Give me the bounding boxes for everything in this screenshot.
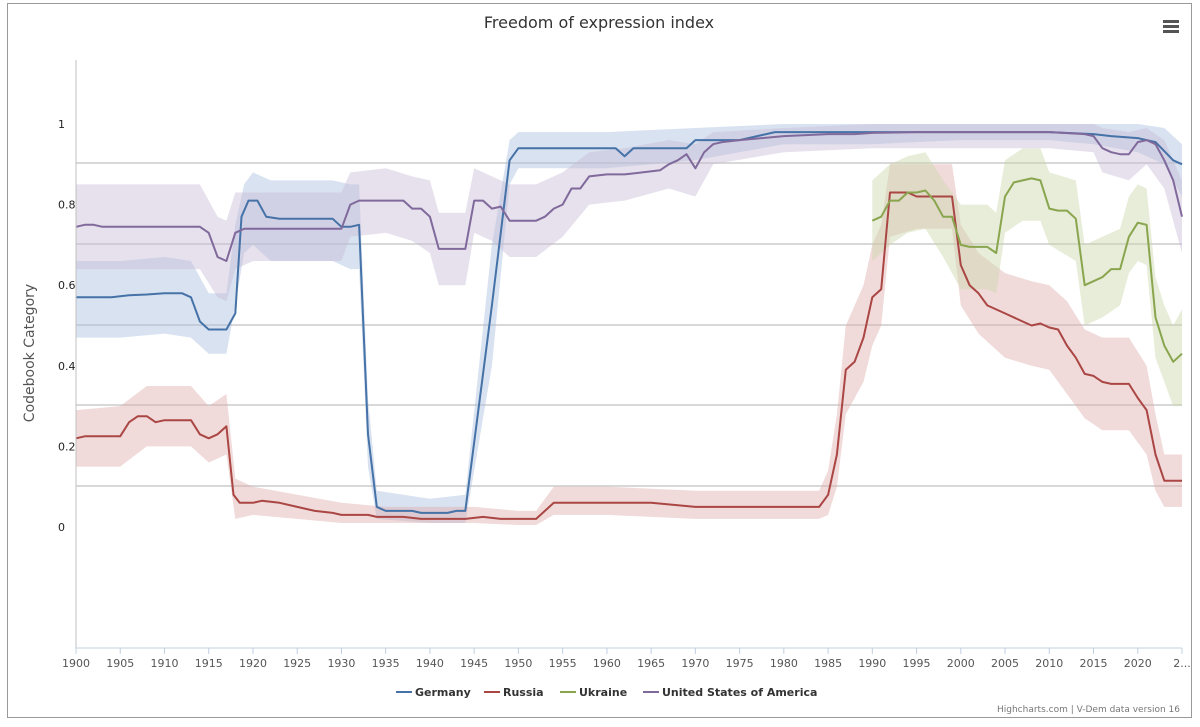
x-tick-label: 1935 <box>372 657 400 670</box>
x-tick-label: 2010 <box>1035 657 1063 670</box>
x-tick-label: 1975 <box>726 657 754 670</box>
x-tick-label: 1915 <box>195 657 223 670</box>
series-line-united-states-of-america[interactable] <box>75 131 1183 262</box>
x-tick-label: 1925 <box>283 657 311 670</box>
legend-label: Germany <box>415 686 471 699</box>
legend-label: Russia <box>503 686 544 699</box>
y-tick-label: 0.6 <box>58 279 76 292</box>
band-ukraine <box>872 148 1182 407</box>
y-tick-label: 0.2 <box>58 440 76 453</box>
legend-label: United States of America <box>662 686 817 699</box>
series-line-russia[interactable] <box>75 191 1182 520</box>
x-tick-label: 2005 <box>991 657 1019 670</box>
x-tick-label: 2... <box>1173 657 1191 670</box>
x-tick-label: 1950 <box>504 657 532 670</box>
band-united-states-of-america <box>76 124 1182 302</box>
legend-item-ukraine[interactable]: Ukraine <box>560 686 627 699</box>
x-tick-label: 1955 <box>549 657 577 670</box>
x-tick-label: 1980 <box>770 657 798 670</box>
x-tick-label: 1960 <box>593 657 621 670</box>
x-tick-label: 1965 <box>637 657 665 670</box>
credits-text[interactable]: Highcharts.com | V-Dem data version 16 <box>997 705 1180 715</box>
legend-label: Ukraine <box>579 686 627 699</box>
series-line-ukraine[interactable] <box>871 177 1183 363</box>
x-tick-label: 2020 <box>1124 657 1152 670</box>
y-axis-label: Codebook Category <box>22 284 38 422</box>
x-tick-label: 1940 <box>416 657 444 670</box>
x-tick-label: 1900 <box>62 657 90 670</box>
x-tick-label: 1910 <box>150 657 178 670</box>
x-tick-label: 1990 <box>858 657 886 670</box>
legend-item-united-states-of-america[interactable]: United States of America <box>643 686 817 699</box>
y-tick-label: 1 <box>58 118 65 131</box>
band-germany <box>76 124 1182 523</box>
x-tick-label: 1930 <box>327 657 355 670</box>
x-tick-label: 1920 <box>239 657 267 670</box>
x-tick-label: 1970 <box>681 657 709 670</box>
x-tick-label: 1985 <box>814 657 842 670</box>
x-tick-label: 2015 <box>1080 657 1108 670</box>
hamburger-menu-icon[interactable] <box>1163 20 1179 33</box>
chart-container <box>7 3 1192 718</box>
series-lines <box>75 131 1183 520</box>
confidence-bands <box>76 124 1182 526</box>
y-tick-label: 0 <box>58 521 65 534</box>
x-tick-label: 1995 <box>903 657 931 670</box>
legend: Germany Russia Ukraine United States of Ame… <box>396 686 817 699</box>
x-tick-label: 1945 <box>460 657 488 670</box>
legend-item-russia[interactable]: Russia <box>484 686 544 699</box>
x-tick-label: 2000 <box>947 657 975 670</box>
legend-item-germany[interactable]: Germany <box>396 686 471 699</box>
x-tick-label: 1905 <box>106 657 134 670</box>
chart-title: Freedom of expression index <box>484 13 714 32</box>
y-tick-label: 0.4 <box>58 360 76 373</box>
y-tick-label: 0.8 <box>58 199 76 212</box>
axes: 0 0.2 0.4 0.6 0.8 1 1900 1905 1910 1915 1920 1925 19… <box>58 60 1191 670</box>
